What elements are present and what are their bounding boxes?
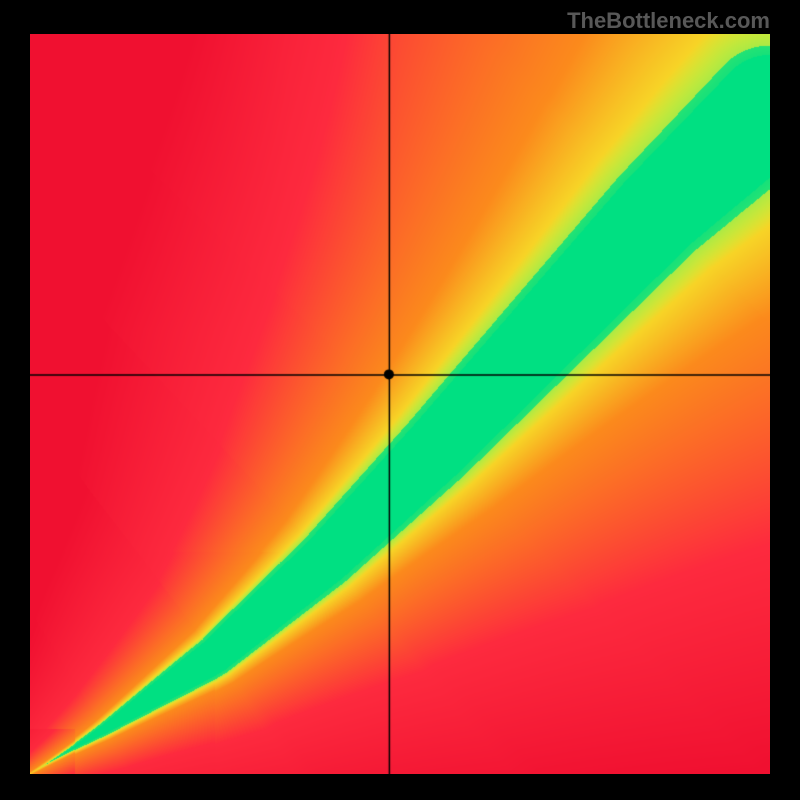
crosshair-overlay xyxy=(30,34,770,774)
watermark-text: TheBottleneck.com xyxy=(567,8,770,34)
